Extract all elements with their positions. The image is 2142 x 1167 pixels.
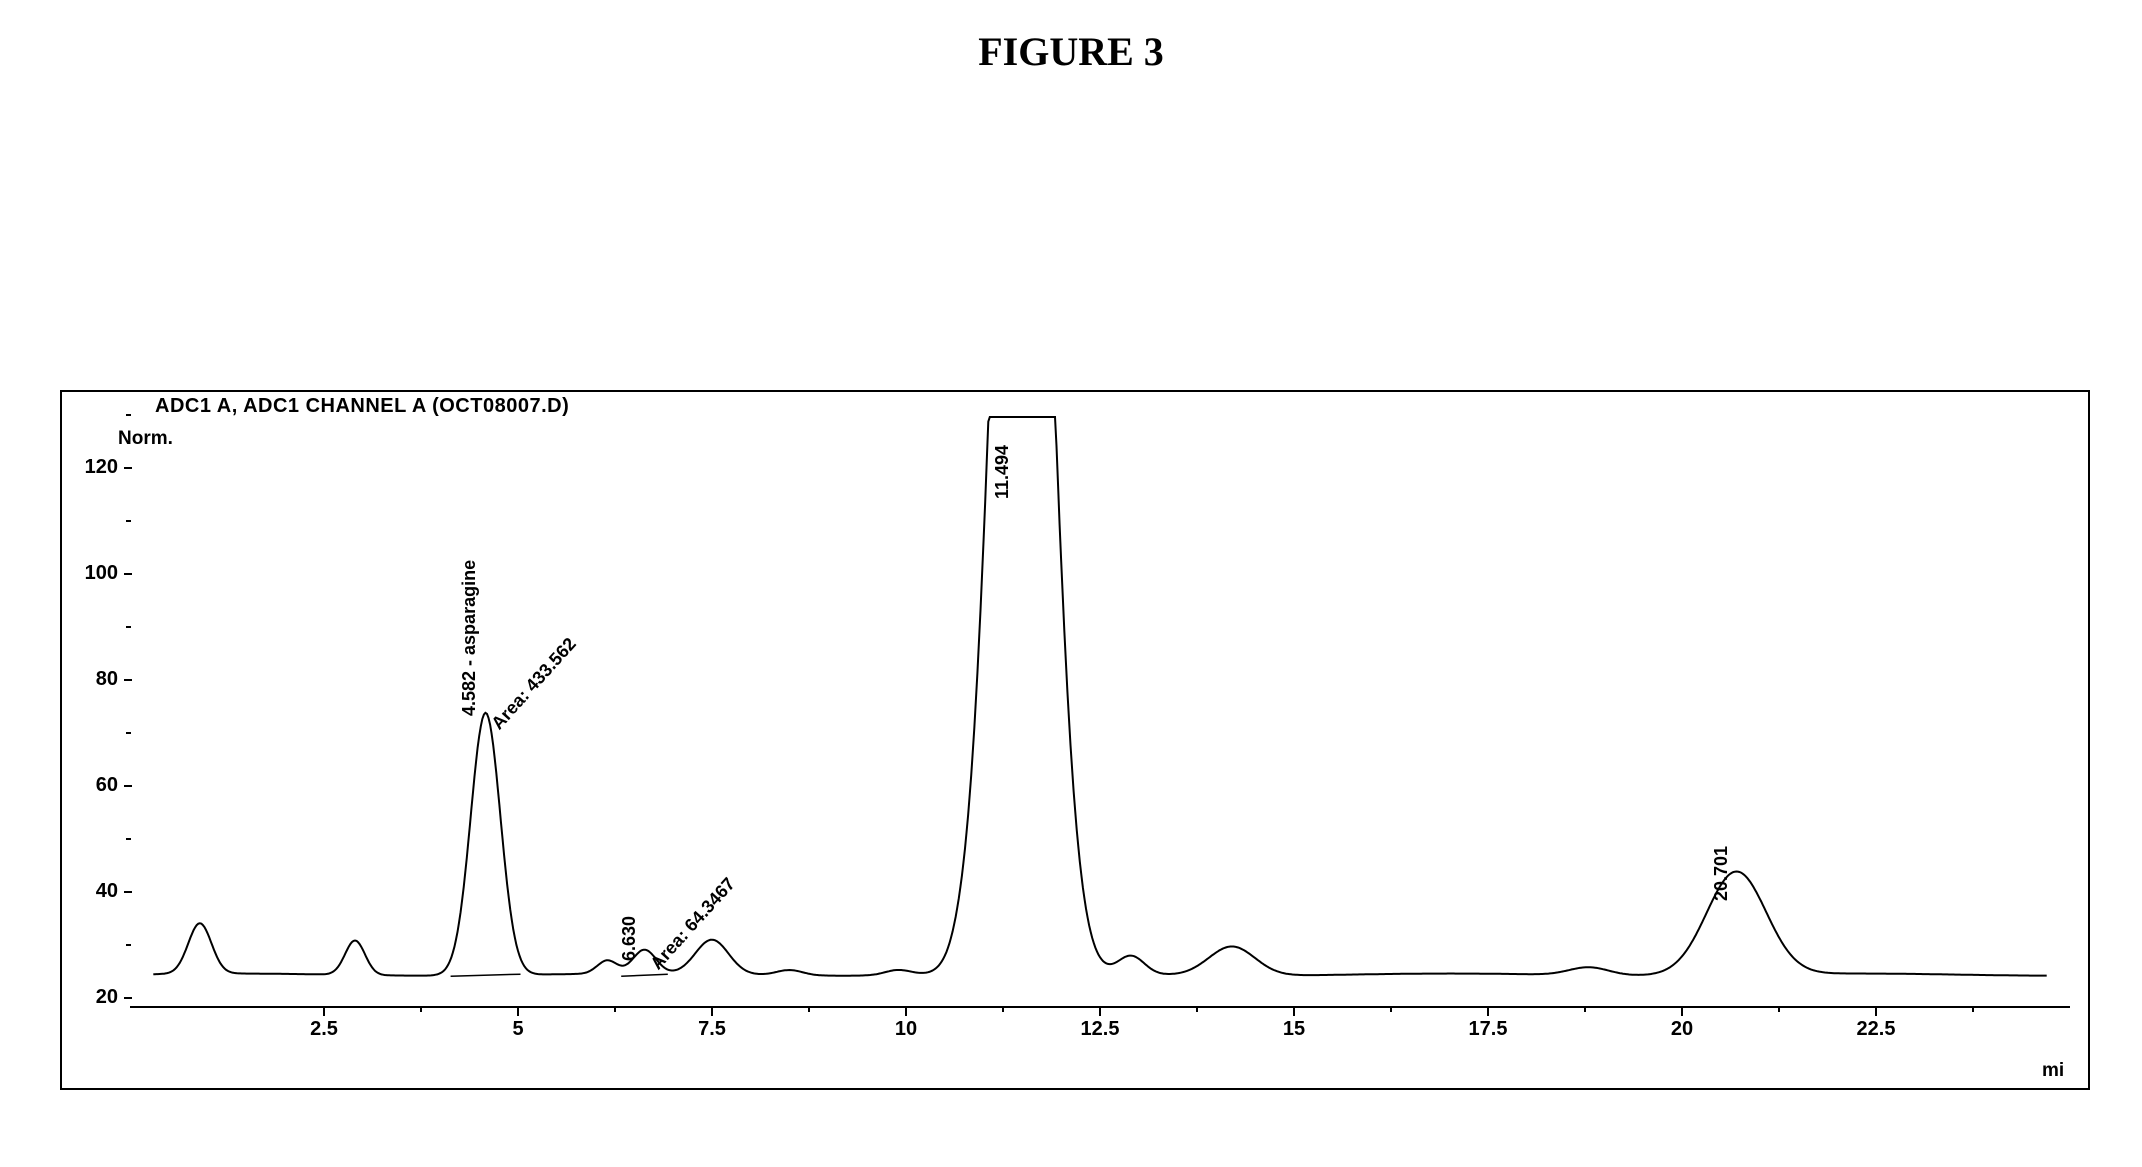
peak-label-20701-rt: 20.701 — [1711, 846, 1732, 901]
chromatogram-line — [130, 415, 2070, 1025]
peak-label-4582-rt: 4.582 - asparagine — [459, 560, 480, 716]
x-axis-unit: mi — [2042, 1060, 2064, 1082]
y-tick-label: 100 — [68, 562, 118, 585]
y-tick-label: 120 — [68, 456, 118, 479]
y-tick-label: 80 — [68, 668, 118, 691]
peak-label-11494-rt: 11.494 — [992, 445, 1013, 499]
figure-title: FIGURE 3 — [978, 28, 1164, 75]
y-tick-label: 60 — [68, 774, 118, 797]
y-tick-label: 20 — [68, 986, 118, 1009]
peak-label-6630-rt: 6.630 — [619, 916, 640, 961]
y-tick-label: 40 — [68, 880, 118, 903]
